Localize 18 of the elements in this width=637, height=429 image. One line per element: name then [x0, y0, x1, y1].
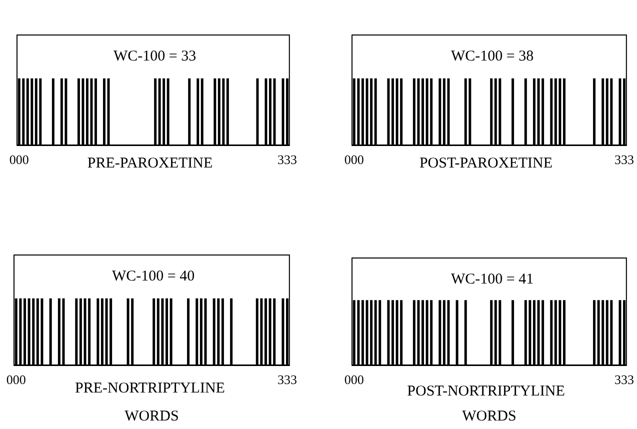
text: WC-100 = 38	[451, 48, 534, 64]
text: POST-NORTRIPTYLINE	[407, 384, 565, 400]
x-tick-label: 333	[278, 152, 298, 167]
x-axis-title: WORDS	[462, 408, 516, 424]
x-tick-label: 000	[9, 152, 29, 167]
text: POST-PAROXETINE	[419, 156, 553, 172]
text: PRE-PAROXETINE	[87, 156, 213, 172]
text: WC-100 = 41	[451, 272, 534, 288]
x-tick-label: 333	[278, 372, 298, 387]
x-tick-label: 000	[344, 152, 364, 167]
x-tick-label: 000	[6, 372, 26, 387]
x-tick-label: 333	[614, 372, 634, 387]
x-tick-label: 333	[614, 152, 634, 167]
text: WC-100 = 33	[114, 48, 196, 64]
x-tick-label: 000	[344, 372, 364, 387]
text: WC-100 = 40	[112, 268, 195, 284]
x-axis-title: WORDS	[124, 408, 179, 424]
text: PRE-NORTRIPTYLINE	[75, 380, 225, 396]
